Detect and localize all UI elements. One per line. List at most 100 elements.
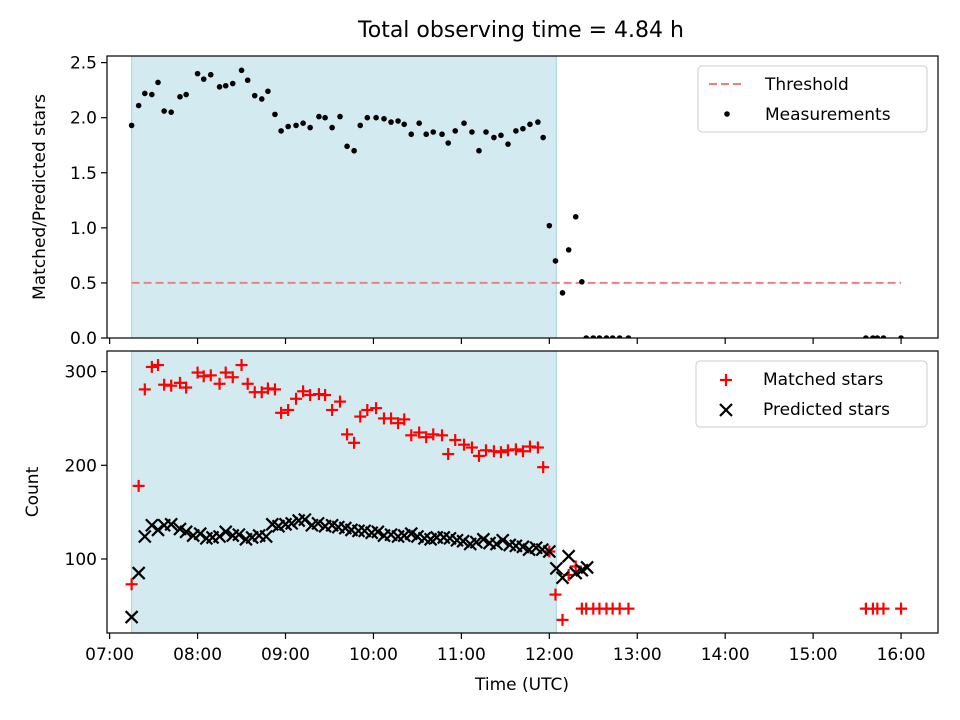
measurement-point	[583, 335, 590, 338]
measurement-point	[272, 111, 278, 118]
measurement-point	[874, 335, 881, 338]
matched-star-point	[458, 438, 471, 451]
matched-star-point	[569, 560, 582, 573]
measurement-point	[552, 258, 559, 264]
top-y-axis-label: Matched/Predicted stars	[30, 94, 50, 300]
legend-matched-swatch	[720, 374, 732, 386]
measurement-point	[572, 214, 579, 220]
bottom-y-tick-label: 100	[65, 550, 97, 570]
measurement-point	[142, 90, 148, 97]
measurement-point	[491, 134, 497, 141]
measurement-point	[222, 82, 229, 89]
matched-star-point	[392, 417, 405, 430]
measurement-point	[316, 113, 322, 120]
matched-star-point	[241, 377, 254, 390]
x-tick-label: 08:00	[173, 645, 222, 665]
legend-threshold-label: Threshold	[764, 75, 849, 95]
measurement-point	[898, 335, 904, 338]
matched-star-point	[125, 578, 138, 591]
x-tick-label: 11:00	[437, 645, 486, 665]
measurement-point	[251, 92, 258, 99]
measurement-point	[364, 114, 371, 121]
measurement-point	[293, 122, 299, 129]
matched-star-point	[255, 386, 268, 399]
matched-star-point	[348, 436, 361, 449]
measurement-point	[401, 121, 408, 128]
predicted-star-point	[138, 529, 152, 544]
measurement-point	[559, 290, 566, 296]
predicted-star-point	[179, 525, 193, 539]
matched-star-point	[413, 426, 426, 439]
predicted-star-point	[549, 561, 564, 576]
measurement-point	[423, 131, 430, 138]
measurement-point	[177, 93, 183, 100]
top-y-tick-label: 0.5	[70, 274, 97, 294]
measurement-point	[863, 335, 869, 338]
predicted-star-point	[351, 524, 366, 538]
predicted-star-point	[542, 544, 557, 559]
x-tick-label: 13:00	[613, 645, 662, 665]
chart-title: Total observing time = 4.84 h	[358, 18, 684, 43]
matched-star-point	[297, 385, 310, 398]
matched-star-point	[132, 479, 145, 492]
measurement-point	[408, 131, 415, 138]
measurement-point	[244, 77, 251, 84]
measurement-point	[207, 71, 214, 78]
matched-star-point	[622, 602, 635, 615]
x-tick-label: 09:00	[261, 645, 310, 665]
top-y-tick-label: 2.5	[70, 54, 97, 74]
x-tick-label: 07:00	[85, 645, 134, 665]
matched-star-point	[219, 366, 232, 379]
measurement-point	[216, 84, 223, 90]
measurement-point	[200, 76, 207, 82]
matched-star-point	[282, 404, 295, 417]
top-plot-frame	[106, 55, 939, 339]
bottom-panel: 07:00 08:00 09:00 10:00 11:00 12:00 13:00 14:00…	[23, 350, 939, 695]
measurement-point	[351, 147, 357, 154]
measurement-point	[229, 80, 236, 87]
matched-star-point	[326, 404, 339, 417]
legend-measurements-swatch	[724, 111, 730, 117]
matched-star-point	[449, 434, 462, 447]
matched-star-point	[531, 441, 544, 454]
predicted-star-point	[456, 534, 470, 548]
measurement-point	[513, 128, 519, 134]
measurement-point	[238, 67, 245, 74]
x-tick-label: 15:00	[789, 645, 838, 665]
matched-star-point	[509, 443, 522, 456]
measurement-point	[445, 140, 451, 146]
measurement-point	[579, 279, 585, 285]
measurement-point	[258, 96, 265, 102]
matched-star-point	[191, 366, 204, 379]
predicted-star-point	[232, 527, 246, 542]
matched-star-point	[290, 392, 303, 405]
predicted-star-point	[218, 525, 233, 539]
predicted-star-point	[284, 516, 299, 531]
matched-star-point	[405, 429, 418, 442]
measurement-point	[322, 114, 328, 121]
matched-star-point	[341, 428, 354, 441]
matched-star-point	[235, 359, 248, 372]
matched-star-point	[370, 402, 383, 415]
matched-star-point	[213, 377, 226, 390]
measurement-point	[388, 119, 394, 125]
matched-star-point	[420, 431, 433, 444]
matched-star-point	[494, 446, 507, 459]
matched-star-point	[549, 588, 562, 601]
measurement-point	[357, 122, 364, 129]
matched-star-point	[226, 371, 239, 384]
legend-measurements-label: Measurements	[765, 105, 891, 125]
matched-star-point	[145, 360, 158, 373]
measurement-point	[505, 141, 511, 147]
matched-star-point	[385, 412, 398, 425]
predicted-star-point	[489, 537, 504, 551]
measurement-point	[155, 79, 161, 86]
top-y-tick-label: 0.0	[70, 329, 97, 349]
top-y-tick-label: 1.0	[70, 219, 97, 239]
measurement-point	[128, 122, 135, 129]
legend-matched-label: Matched stars	[763, 370, 883, 390]
measurement-point	[590, 335, 597, 338]
top-observing-window	[131, 56, 557, 338]
measurement-point	[194, 70, 201, 77]
matched-star-point	[516, 445, 529, 458]
